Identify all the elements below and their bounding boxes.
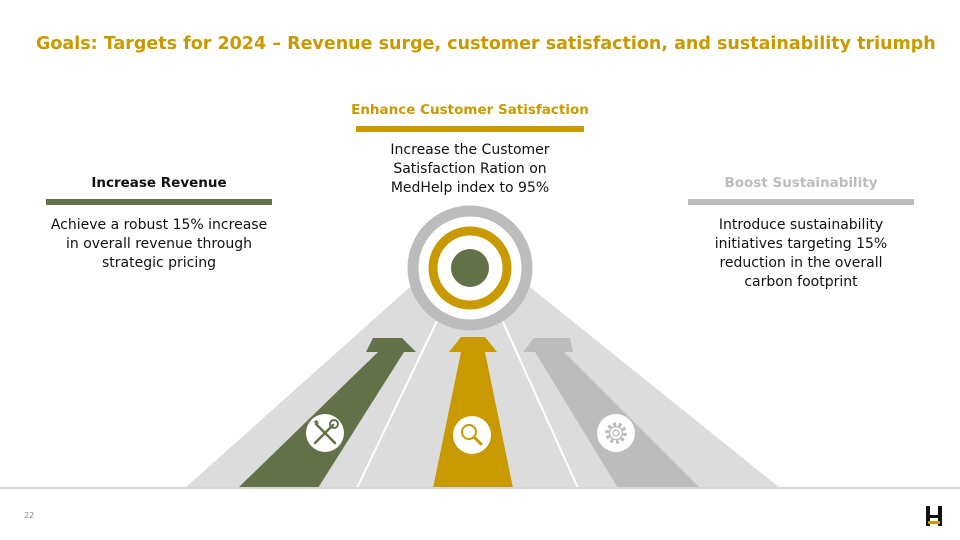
road-lane-line-right — [492, 299, 579, 489]
gear-icon — [597, 414, 635, 452]
goal-description-customer-satisfaction: Increase the Customer Satisfaction Ratio… — [390, 142, 550, 196]
magnifier-icon — [453, 416, 491, 454]
goal-heading-revenue: Increase Revenue — [91, 175, 227, 191]
goal-description-sustainability: Introduce sustainability initiatives tar… — [714, 217, 888, 290]
sustainability-arrow — [523, 338, 700, 488]
company-logo — [926, 506, 942, 526]
road-lane-line-left — [356, 299, 448, 489]
goal-heading-customer-satisfaction: Enhance Customer Satisfaction — [351, 102, 589, 118]
target-center — [451, 249, 489, 287]
goal-bar-customer-satisfaction — [356, 126, 584, 132]
goal-bar-sustainability — [688, 199, 914, 205]
goal-heading-sustainability: Boost Sustainability — [724, 175, 878, 191]
tools-icon — [306, 414, 344, 452]
customer-satisfaction-arrow — [433, 337, 513, 488]
revenue-arrow — [238, 338, 416, 488]
page-number: 22 — [24, 511, 35, 520]
goal-description-revenue: Achieve a robust 15% increase in overall… — [50, 217, 268, 271]
goal-bar-revenue — [46, 199, 272, 205]
slide-title: Goals: Targets for 2024 – Revenue surge,… — [36, 34, 936, 54]
